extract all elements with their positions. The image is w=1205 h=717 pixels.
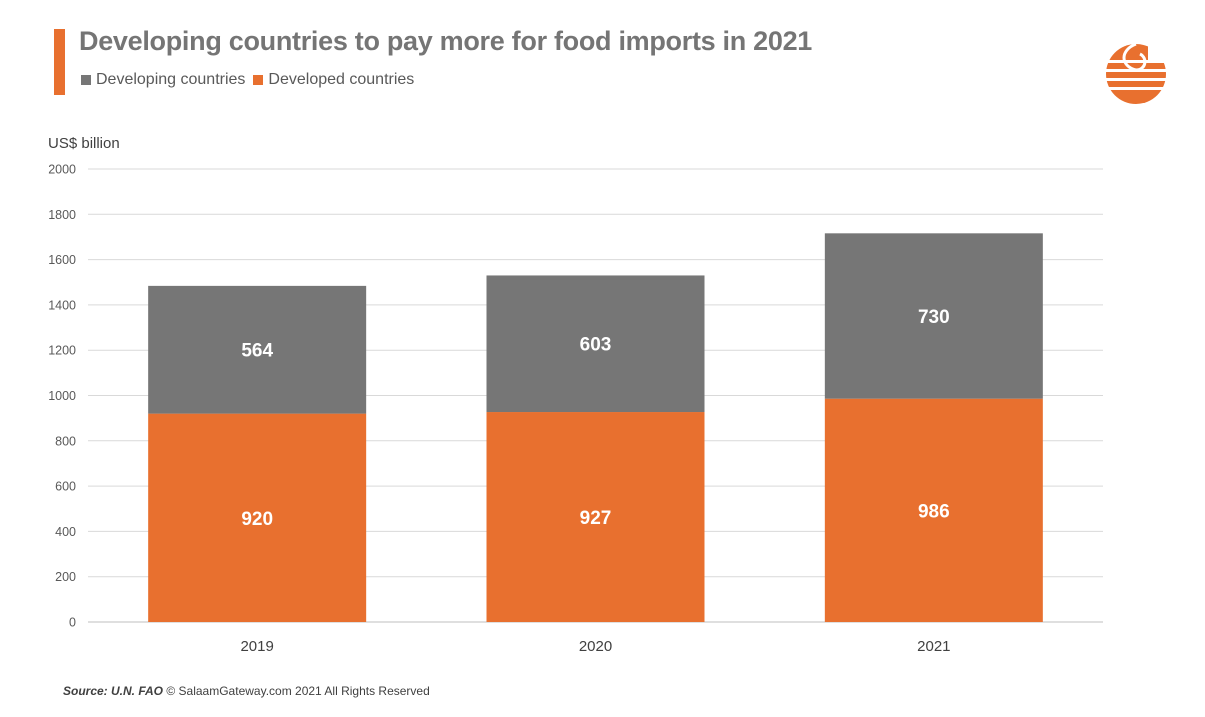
source-label: Source: U.N. FAO	[63, 684, 164, 698]
x-tick-label: 2021	[917, 638, 950, 655]
data-label-developing-2020: 603	[580, 335, 612, 356]
legend: Developing countries Developed countries	[81, 71, 422, 89]
data-label-developing-2019: 564	[241, 341, 273, 362]
y-axis-label: US$ billion	[48, 135, 120, 152]
bar-developed-2020	[486, 412, 705, 622]
y-tick-label: 600	[55, 480, 76, 494]
legend-label-developed: Developed countries	[268, 71, 415, 88]
salaam-gateway-globe-icon	[1102, 40, 1170, 104]
y-tick-label: 200	[55, 570, 76, 584]
legend-item-developed: Developed countries	[253, 71, 414, 89]
y-tick-label: 0	[69, 616, 76, 630]
y-tick-label: 1600	[48, 253, 76, 267]
legend-swatch-developed	[253, 75, 264, 85]
data-label-developed-2021: 986	[918, 501, 950, 522]
x-tick-label: 2020	[579, 638, 612, 655]
data-label-developed-2020: 927	[580, 508, 612, 529]
bar-developed-2021	[824, 398, 1043, 622]
y-tick-label: 1800	[48, 208, 76, 222]
y-tick-label: 1200	[48, 344, 76, 358]
legend-item-developing: Developing countries	[81, 71, 245, 89]
x-tick-label: 2019	[240, 638, 273, 655]
bar-developing-2021	[824, 233, 1043, 399]
data-label-developing-2021: 730	[918, 307, 950, 328]
y-tick-label: 800	[55, 434, 76, 448]
y-tick-label: 1000	[48, 389, 76, 403]
y-tick-label: 1400	[48, 298, 76, 312]
bar-developed-2019	[148, 413, 367, 622]
y-tick-label: 400	[55, 525, 76, 539]
chart-title: Developing countries to pay more for foo…	[79, 26, 813, 56]
data-label-developed-2019: 920	[241, 509, 273, 530]
title-accent-bar	[54, 29, 65, 95]
bar-developing-2019	[148, 285, 367, 414]
bar-developing-2020	[486, 275, 705, 413]
y-tick-label: 2000	[48, 163, 76, 177]
legend-label-developing: Developing countries	[96, 71, 246, 88]
copyright-text: © SalaamGateway.com 2021 All Rights Rese…	[166, 684, 430, 698]
legend-swatch-developing	[81, 75, 91, 85]
source-note: Source: U.N. FAO © SalaamGateway.com 202…	[63, 684, 430, 698]
